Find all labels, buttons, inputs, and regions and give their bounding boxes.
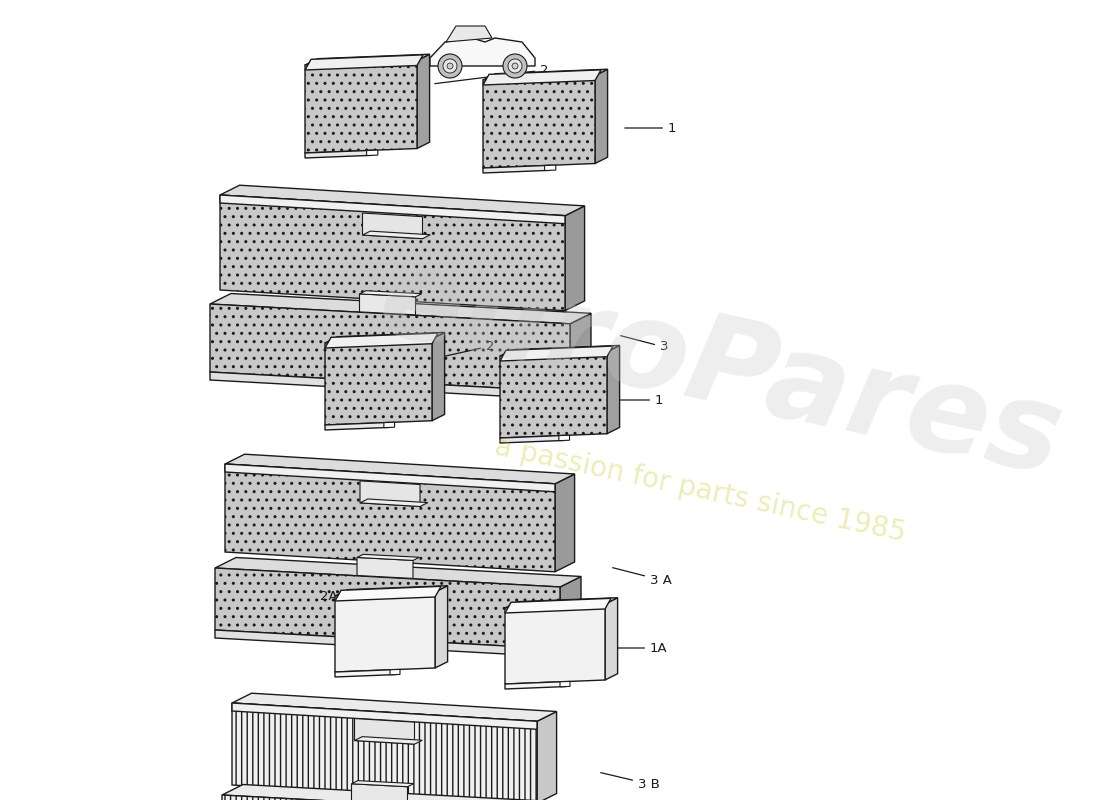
Polygon shape [210,372,570,400]
Circle shape [508,59,522,73]
Polygon shape [500,346,619,356]
Polygon shape [232,703,537,800]
Polygon shape [226,464,556,572]
Text: 2: 2 [434,63,549,84]
Polygon shape [360,499,428,506]
Polygon shape [352,781,414,786]
Text: 1: 1 [625,122,676,134]
Polygon shape [500,352,607,438]
Polygon shape [358,558,412,578]
Polygon shape [352,784,407,800]
Polygon shape [336,670,395,677]
Polygon shape [505,598,617,608]
Polygon shape [214,558,581,587]
Polygon shape [500,346,613,361]
Polygon shape [354,718,415,744]
Polygon shape [222,795,542,800]
Polygon shape [363,231,430,238]
Polygon shape [560,577,581,649]
Polygon shape [505,604,605,684]
Polygon shape [483,166,550,173]
Polygon shape [354,737,422,744]
Polygon shape [366,150,377,155]
Polygon shape [358,554,419,561]
Polygon shape [360,481,420,506]
Polygon shape [595,70,607,163]
Polygon shape [384,422,395,428]
Text: 2: 2 [431,339,495,359]
Polygon shape [220,186,584,216]
Polygon shape [417,54,430,149]
Polygon shape [336,586,441,601]
Text: 1A: 1A [615,642,668,654]
Polygon shape [324,338,432,425]
Polygon shape [220,195,565,224]
Polygon shape [360,290,421,297]
Text: 3 B: 3 B [601,773,660,790]
Polygon shape [232,693,557,722]
Polygon shape [305,150,372,158]
Polygon shape [214,568,560,649]
Polygon shape [210,304,570,392]
Polygon shape [336,586,448,596]
Text: 3 A: 3 A [613,568,672,586]
Text: 3: 3 [620,336,669,354]
Polygon shape [324,333,444,343]
Polygon shape [560,682,570,686]
Polygon shape [363,213,422,238]
Polygon shape [483,70,601,85]
Polygon shape [220,195,565,310]
Polygon shape [214,630,560,657]
Polygon shape [559,435,570,441]
Polygon shape [434,586,448,668]
Text: euroPares: euroPares [368,241,1071,499]
Polygon shape [432,333,444,421]
Polygon shape [500,435,564,443]
Polygon shape [565,206,584,310]
Polygon shape [210,294,591,324]
Circle shape [512,63,518,69]
Polygon shape [505,598,611,613]
Polygon shape [222,785,563,800]
Polygon shape [305,55,424,70]
Polygon shape [483,70,607,80]
Polygon shape [446,26,492,42]
Polygon shape [226,464,556,492]
Polygon shape [324,333,438,348]
Polygon shape [226,454,574,484]
Polygon shape [544,165,556,170]
Circle shape [443,59,456,73]
Polygon shape [430,38,535,66]
Polygon shape [232,703,537,730]
Text: a passion for parts since 1985: a passion for parts since 1985 [492,433,909,547]
Polygon shape [556,474,574,572]
Text: 1: 1 [618,394,663,406]
Polygon shape [537,711,557,800]
Polygon shape [305,54,430,65]
Polygon shape [360,294,416,315]
Polygon shape [605,598,617,680]
Circle shape [503,54,527,78]
Circle shape [438,54,462,78]
Polygon shape [390,670,400,675]
Polygon shape [305,61,417,153]
Polygon shape [607,346,619,434]
Text: 2A: 2A [320,590,381,610]
Circle shape [447,63,453,69]
Polygon shape [505,682,565,689]
Polygon shape [336,592,434,672]
Polygon shape [324,422,389,430]
Polygon shape [570,314,591,392]
Polygon shape [483,75,595,168]
